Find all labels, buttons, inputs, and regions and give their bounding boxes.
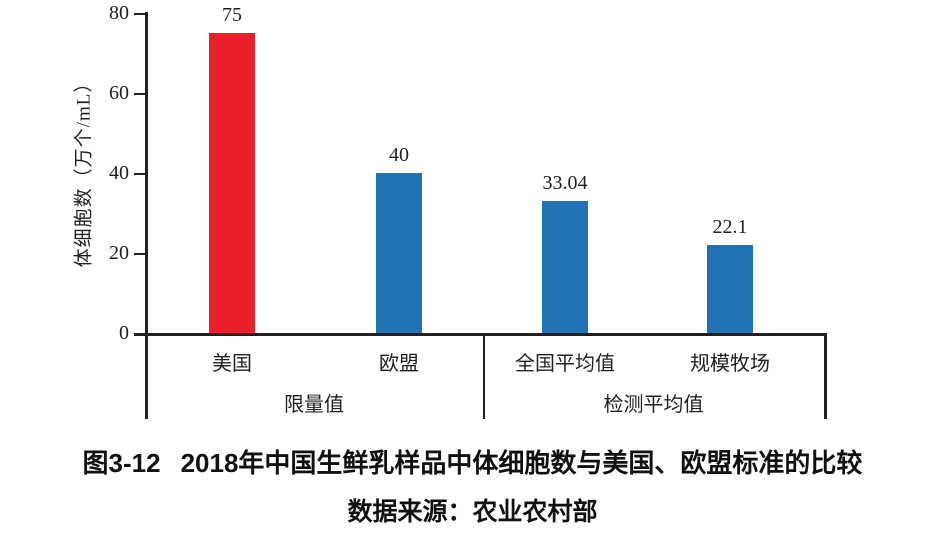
figure-caption: 图3-12 2018年中国生鲜乳样品中体细胞数与美国、欧盟标准的比较 [0,443,945,480]
figure-number: 图3-12 [82,448,161,478]
y-tick-label: 60 [109,82,129,104]
y-tick-mark [134,13,145,15]
bar-value-label: 75 [222,4,242,26]
group-divider [483,333,485,419]
y-tick-label: 20 [109,242,129,264]
y-tick-mark [134,93,145,95]
label-box-right-border [824,333,827,419]
category-label: 全国平均值 [515,353,615,375]
bar-scale-farm [707,245,753,333]
y-tick-label: 80 [109,2,129,24]
figure-title: 2018年中国生鲜乳样品中体细胞数与美国、欧盟标准的比较 [180,448,863,478]
group-label: 限量值 [284,394,344,416]
bar-eu [376,173,422,333]
data-source-line: 数据来源：农业农村部 [347,498,598,526]
x-axis-line [134,333,827,336]
bar-national-average [542,201,588,333]
group-label: 检测平均值 [603,394,704,416]
y-tick-mark [134,173,145,175]
y-tick-mark [134,253,145,255]
bar-value-label: 40 [389,144,409,166]
y-tick-label: 40 [109,162,129,184]
bar-value-label: 22.1 [712,216,748,238]
category-label: 规模牧场 [690,353,770,375]
category-label: 欧盟 [379,353,419,375]
y-tick-label: 0 [119,322,129,344]
y-axis-line [145,12,148,419]
category-label: 美国 [212,353,252,375]
bar-value-label: 33.04 [542,172,588,194]
bar-us [209,33,255,333]
